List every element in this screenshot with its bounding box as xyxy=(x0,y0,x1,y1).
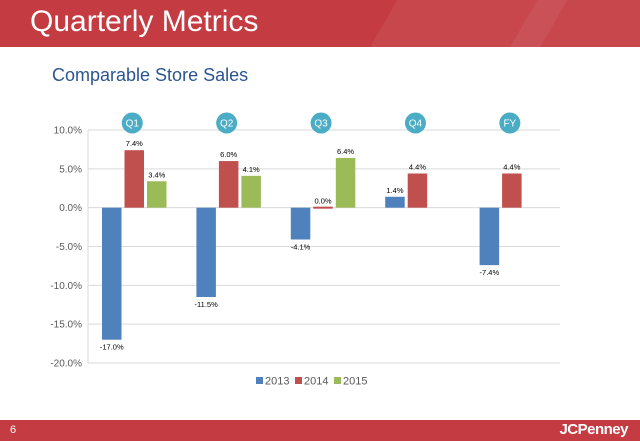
data-label: -17.0% xyxy=(100,343,124,352)
legend-swatch-2013 xyxy=(256,377,263,384)
data-label: 0.0% xyxy=(314,197,331,206)
data-label: 7.4% xyxy=(126,139,143,148)
category-marker-fy xyxy=(499,112,521,134)
bar-2013-q1 xyxy=(102,207,122,340)
bar-2014-q2 xyxy=(218,161,239,208)
category-label-q2: Q2 xyxy=(220,119,234,130)
data-label: 4.1% xyxy=(243,165,260,174)
bar-2013-fy xyxy=(479,207,500,266)
brand-logo: JCPenney xyxy=(559,421,628,438)
data-label: 6.4% xyxy=(337,147,354,156)
category-label-q1: Q1 xyxy=(126,119,140,130)
y-tick-label: 5.0% xyxy=(59,164,82,175)
y-tick-label: -10.0% xyxy=(50,281,82,292)
bar-2015-q1 xyxy=(147,181,167,208)
slide-footer: 6 JCPenney xyxy=(0,420,640,441)
data-label: -11.5% xyxy=(195,300,219,309)
comparable-sales-chart: 10.0% 5.0% 0.0% -5.0% -10.0% -15.0% -20.0% Q1 -1… xyxy=(50,112,560,388)
data-label: 1.4% xyxy=(386,186,403,195)
slide-header: Quarterly Metrics xyxy=(0,0,640,47)
category-label-q3: Q3 xyxy=(314,119,328,130)
legend-swatch-2015 xyxy=(334,377,341,384)
chart-title: Comparable Store Sales xyxy=(52,65,249,85)
category-marker-q3 xyxy=(310,112,332,134)
legend-swatch-2014 xyxy=(295,377,302,384)
category-label-q4: Q4 xyxy=(409,119,423,130)
y-tick-label: 0.0% xyxy=(59,203,82,214)
category-marker-q1 xyxy=(121,112,143,134)
page-number: 6 xyxy=(10,424,17,436)
legend-label-2014: 2014 xyxy=(304,376,328,388)
data-label: 4.4% xyxy=(503,162,520,171)
bar-2015-q2 xyxy=(241,175,261,208)
data-label: 6.0% xyxy=(220,150,237,159)
category-label-fy: FY xyxy=(503,119,516,130)
legend-label-2015: 2015 xyxy=(343,376,367,388)
data-label: -7.4% xyxy=(480,268,500,277)
bar-2013-q3 xyxy=(290,207,311,240)
y-tick-label: -15.0% xyxy=(50,320,82,331)
bar-2014-q1 xyxy=(124,150,144,208)
bar-2014-q4 xyxy=(407,173,428,208)
bar-2014-fy xyxy=(502,173,522,208)
legend-label-2013: 2013 xyxy=(265,376,289,388)
bar-2013-q2 xyxy=(196,207,216,297)
data-label: 4.4% xyxy=(409,162,426,171)
bar-2014-q3 xyxy=(313,206,333,209)
data-label: 3.4% xyxy=(148,170,165,179)
y-tick-label: 10.0% xyxy=(54,126,82,137)
y-tick-label: -5.0% xyxy=(56,242,82,253)
bar-2013-q4 xyxy=(385,196,405,208)
slide-title: Quarterly Metrics xyxy=(30,5,259,38)
y-tick-label: -20.0% xyxy=(50,359,82,370)
category-marker-q2 xyxy=(216,112,238,134)
data-label: -4.1% xyxy=(291,243,311,252)
bar-2015-q3 xyxy=(335,157,356,208)
category-marker-q4 xyxy=(404,112,426,134)
